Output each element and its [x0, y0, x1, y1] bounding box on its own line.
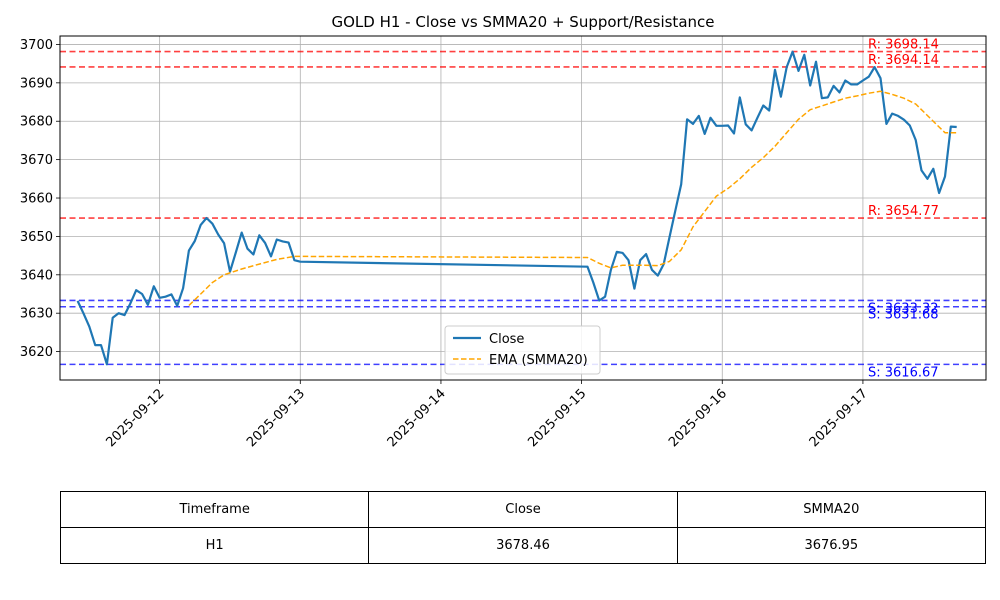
- table-cell: 3676.95: [676, 527, 987, 564]
- table-cell: 3678.46: [368, 527, 678, 564]
- legend-label: Close: [489, 332, 524, 347]
- plot-frame: [59, 35, 987, 381]
- table-header-cell: SMMA20: [676, 491, 987, 528]
- x-tick-label: 2025-09-17: [807, 386, 871, 450]
- resistance-level-label: R: 3698.14: [868, 38, 939, 53]
- y-tick-label: 3620: [20, 345, 53, 360]
- support-level-label: S: 3631.68: [868, 308, 939, 323]
- legend: Close EMA (SMMA20): [444, 325, 601, 375]
- support-level-label: S: 3633.32: [868, 301, 939, 316]
- table-header-row: Timeframe Close SMMA20: [59, 491, 987, 528]
- table-row: H1 3678.46 3676.95: [59, 527, 987, 564]
- x-tick-label: 2025-09-14: [385, 386, 449, 450]
- y-axis: 3620 3630 3640 3650 3660 3670 3680 3690 3700: [20, 38, 60, 360]
- summary-table: Timeframe Close SMMA20 H1 3678.46 3676.9…: [59, 491, 987, 564]
- legend-box: [444, 325, 601, 375]
- smma20-line: [188, 90, 957, 307]
- grid: [60, 36, 986, 380]
- x-tick-label: 2025-09-16: [666, 386, 730, 450]
- y-tick-label: 3650: [20, 230, 53, 245]
- table-cell: H1: [59, 527, 370, 564]
- resistance-level-label: R: 3694.14: [868, 53, 939, 68]
- y-tick-label: 3690: [20, 76, 53, 91]
- chart-svg: GOLD H1 - Close vs SMMA20 + Support/Resi…: [20, 13, 987, 450]
- series-lines: [76, 50, 957, 366]
- table-header-cell: Timeframe: [59, 491, 370, 528]
- legend-label: EMA (SMMA20): [489, 353, 588, 368]
- y-tick-label: 3680: [20, 115, 53, 130]
- x-tick-label: 2025-09-12: [103, 386, 167, 450]
- x-tick-label: 2025-09-13: [244, 386, 308, 450]
- y-tick-label: 3670: [20, 153, 53, 168]
- y-tick-label: 3700: [20, 38, 53, 53]
- y-tick-label: 3660: [20, 192, 53, 207]
- support-resistance-levels: R: 3698.14R: 3694.14 R: 3654.77 S: 3633.32…: [60, 38, 986, 380]
- y-tick-label: 3640: [20, 268, 53, 283]
- chart-title: GOLD H1 - Close vs SMMA20 + Support/Resi…: [331, 13, 714, 31]
- close-line: [76, 50, 957, 366]
- x-axis: 2025-09-12 2025-09-13 2025-09-14 2025-09-15…: [103, 380, 871, 450]
- x-tick-label: 2025-09-15: [525, 386, 589, 450]
- table-header-cell: Close: [368, 491, 678, 528]
- resistance-level-label: R: 3654.77: [868, 204, 939, 219]
- y-tick-label: 3630: [20, 307, 53, 322]
- support-level-label: S: 3616.67: [868, 365, 939, 380]
